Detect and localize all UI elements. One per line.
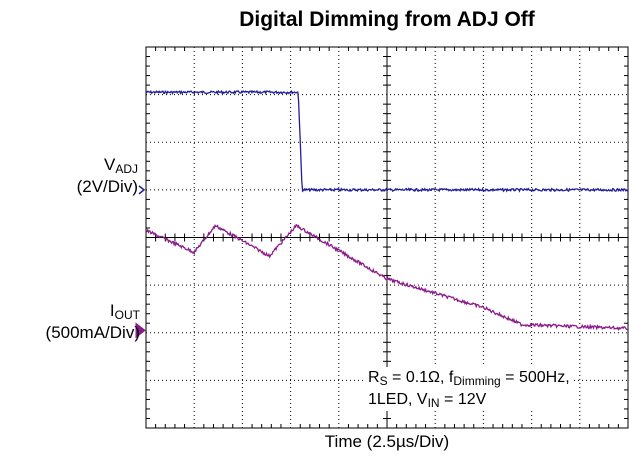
channel-markers (135, 185, 146, 339)
test-conditions: RS = 0.1Ω, fDimming = 500Hz, 1LED, VIN =… (366, 367, 572, 411)
chart-title: Digital Dimming from ADJ Off (239, 8, 535, 31)
vadj-scale: (2V/Div) (76, 177, 138, 196)
vadj-label-main: V (103, 155, 116, 174)
vadj-ground-marker (138, 185, 146, 195)
vadj-label: VADJ (2V/Div) (30, 154, 138, 198)
trace-iout (145, 223, 629, 332)
iout-label-sub: OUT (114, 308, 140, 322)
x-axis-label: Time (2.5µs/Div) (324, 432, 450, 451)
trace-vadj (145, 89, 629, 193)
iout-scale: (500mA/Div) (45, 323, 140, 342)
vadj-label-sub: ADJ (115, 162, 138, 176)
iout-label: IOUT (500mA/Div) (0, 300, 140, 344)
iout-ground-marker (135, 322, 146, 339)
iout-label-main: I (109, 301, 115, 320)
traces (145, 89, 629, 332)
scope-grid (145, 46, 629, 429)
